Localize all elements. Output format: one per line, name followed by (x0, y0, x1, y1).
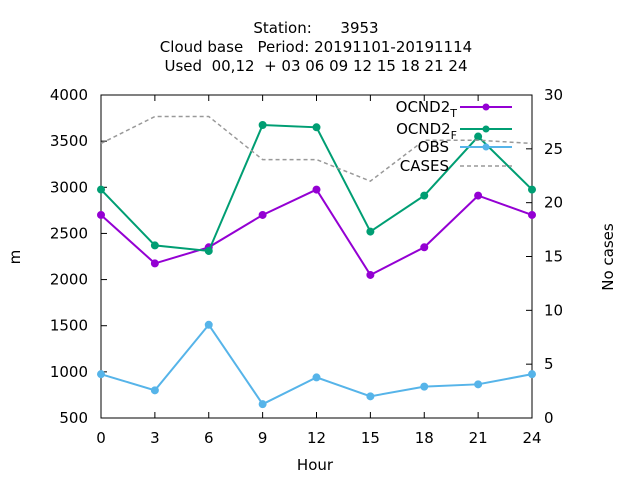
y2-tick-label: 30 (544, 86, 563, 104)
x-tick-label: 0 (96, 429, 106, 447)
x-tick-label: 3 (150, 429, 160, 447)
y2-tick-label: 20 (544, 194, 563, 212)
data-point (312, 123, 321, 132)
legend-label: OCND2F (396, 120, 457, 142)
x-tick-label: 18 (415, 429, 434, 447)
y-tick-label: 500 (59, 409, 88, 427)
data-point (366, 227, 375, 236)
x-tick-label: 24 (522, 429, 541, 447)
legend-label: OBS (418, 138, 449, 156)
y2-axis: 0 5 10 15 20 25 30 (526, 86, 563, 427)
series-line-2 (100, 323, 533, 406)
data-point (97, 210, 105, 219)
y2-tick-label: 0 (544, 409, 554, 427)
y-tick-label: 1000 (50, 363, 88, 381)
y2-tick-label: 25 (544, 140, 563, 158)
data-point (474, 191, 483, 200)
data-point (366, 392, 375, 401)
data-point (150, 241, 159, 250)
data-point (474, 132, 483, 141)
legend-marker (482, 125, 490, 133)
data-point (528, 210, 536, 219)
y-tick-label: 2000 (50, 271, 88, 289)
y-tick-label: 3000 (50, 178, 88, 196)
data-point (474, 380, 483, 389)
data-point (528, 370, 536, 379)
y-tick-label: 4000 (50, 86, 88, 104)
legend-label: CASES (400, 157, 449, 175)
legend-marker (482, 103, 490, 111)
chart-title-line: Station: 3953 (253, 19, 378, 37)
data-point (258, 400, 267, 409)
chart-title-line: Used 00,12 + 03 06 09 12 15 18 21 24 (165, 57, 468, 75)
legend-marker (482, 143, 490, 151)
x-tick-label: 9 (258, 429, 268, 447)
y2-axis-label: No cases (599, 223, 617, 291)
data-point (528, 185, 536, 194)
y2-tick-label: 5 (544, 355, 554, 373)
data-point (150, 259, 159, 268)
data-point (204, 246, 213, 255)
data-point (312, 373, 321, 382)
data-point (258, 120, 267, 129)
plot-border (100, 94, 533, 419)
chart-title-line: Cloud base Period: 20191101-20191114 (160, 38, 472, 56)
data-point (420, 191, 429, 200)
x-tick-label: 6 (204, 429, 214, 447)
data-point (366, 270, 375, 279)
series-line-0 (100, 188, 533, 277)
data-point (258, 210, 267, 219)
data-point (420, 243, 429, 252)
x-tick-label: 15 (361, 429, 380, 447)
x-axis-label: Hour (297, 456, 334, 474)
x-tick-label: 21 (469, 429, 488, 447)
y-tick-label: 1500 (50, 317, 88, 335)
y-axis-label: m (6, 250, 24, 265)
data-point (204, 320, 213, 329)
data-point (97, 370, 105, 379)
legend-label: OCND2T (396, 98, 458, 120)
y-axis: 500 1000 1500 2000 2500 3000 3500 4000 (50, 86, 107, 427)
data-point (312, 185, 321, 194)
data-point (150, 386, 159, 395)
x-tick-label: 12 (307, 429, 326, 447)
x-axis: 0 3 6 9 12 15 18 21 24 (96, 95, 542, 447)
data-point (420, 382, 429, 391)
y2-tick-label: 10 (544, 301, 563, 319)
y-tick-label: 2500 (50, 224, 88, 242)
series-layer (97, 115, 536, 409)
y2-tick-label: 15 (544, 248, 563, 266)
data-point (97, 185, 105, 194)
series-line-3 (100, 115, 533, 182)
y-tick-label: 3500 (50, 132, 88, 150)
plot-area (100, 94, 533, 419)
